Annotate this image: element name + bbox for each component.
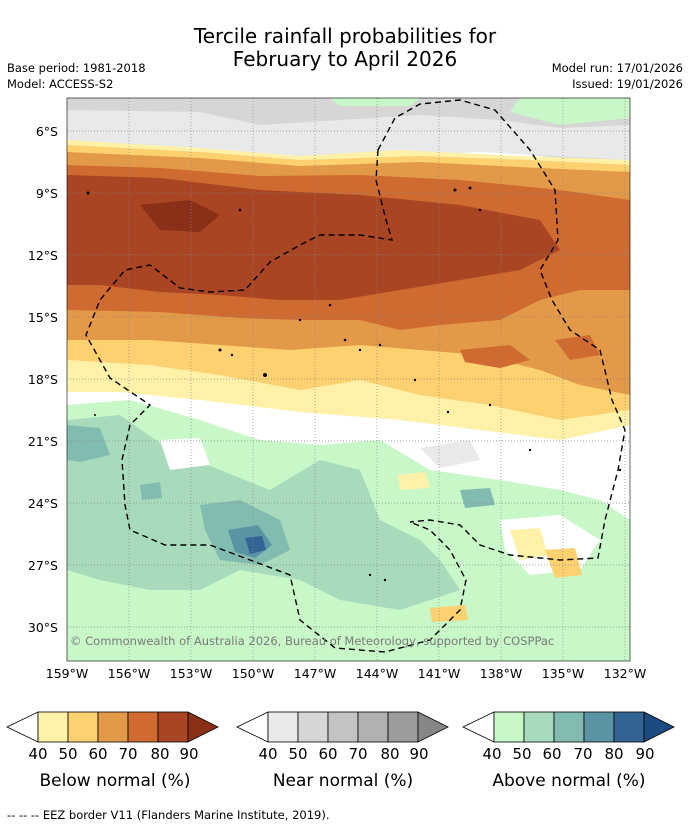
legend-tick: 70 [573, 745, 593, 763]
legend-tick: 70 [118, 745, 138, 763]
legend-above-title: Above normal (%) [492, 771, 646, 791]
near-normal-area [420, 440, 480, 468]
lat-label: 15°S [27, 310, 58, 325]
above-normal-area [510, 98, 630, 125]
colorbar-swatch [327, 711, 359, 743]
eez-border [85, 99, 626, 653]
legend-tick: 80 [150, 745, 170, 763]
legend-tick: 70 [348, 745, 368, 763]
lon-label: 156°W [107, 666, 151, 681]
copyright-notice: © Commonwealth of Australia 2026, Bureau… [70, 634, 555, 648]
above-normal-area [140, 482, 162, 500]
near-normal-area [67, 110, 630, 160]
colorbar-swatch [387, 711, 419, 743]
colorbar-swatch [613, 711, 645, 743]
map-title-line1: Tercile rainfall probabilities for [193, 24, 497, 48]
map-title-line2: February to April 2026 [232, 47, 458, 71]
colorbar-high-arrow [643, 711, 675, 743]
below-normal-area [140, 200, 220, 232]
lat-label: 27°S [27, 558, 58, 573]
legend-near-normal [236, 710, 454, 744]
below-normal-area [430, 605, 468, 622]
colorbar-swatch [157, 711, 189, 743]
issued-date: Issued: 19/01/2026 [572, 77, 683, 91]
map-field [67, 98, 630, 661]
colorbar-swatch [297, 711, 329, 743]
meta-left: Base period: 1981-2018 Model: ACCESS-S2 [7, 60, 146, 92]
legend-tick: 80 [380, 745, 400, 763]
lat-label: 12°S [27, 248, 58, 263]
lon-label: 150°W [231, 666, 275, 681]
lat-label: 6°S [35, 124, 58, 139]
lon-label: 132°W [603, 666, 647, 681]
legend-tick: 40 [28, 745, 48, 763]
legend-above-normal [462, 710, 680, 744]
colorbar-above [462, 711, 675, 743]
colorbar-swatch [357, 711, 389, 743]
model-run: Model run: 17/01/2026 [551, 61, 683, 75]
lon-label: 153°W [169, 666, 213, 681]
graticule [67, 98, 630, 661]
lat-label: 18°S [27, 372, 58, 387]
legend-tick: 60 [318, 745, 338, 763]
map-frame [66, 97, 631, 662]
rainfall-probability-map [66, 97, 631, 662]
lon-label: 138°W [479, 666, 523, 681]
above-normal-area [67, 425, 110, 462]
colorbar-swatch [267, 711, 299, 743]
below-normal-area [460, 345, 530, 368]
lon-label: 135°W [541, 666, 585, 681]
legend-tick: 90 [179, 745, 199, 763]
colorbar-swatch [127, 711, 159, 743]
legend-tick: 90 [635, 745, 655, 763]
colorbar-low-arrow [236, 711, 269, 743]
colorbar-swatch [553, 711, 585, 743]
lon-label: 159°W [45, 666, 89, 681]
lon-label: 144°W [355, 666, 399, 681]
no-dominant-category-area [160, 438, 210, 470]
lat-label: 24°S [27, 496, 58, 511]
above-normal-area [460, 488, 495, 508]
colorbar-low-arrow [462, 711, 495, 743]
colorbar-swatch [583, 711, 615, 743]
below-normal-area [555, 335, 600, 360]
legend-tick: 50 [512, 745, 532, 763]
colorbar-swatch [67, 711, 99, 743]
above-normal-area [330, 98, 420, 106]
colorbar-swatch [97, 711, 129, 743]
colorbar-high-arrow [417, 711, 449, 743]
colorbar-low-arrow [6, 711, 39, 743]
lat-label: 21°S [27, 434, 58, 449]
below-normal-area [545, 548, 582, 578]
legend-tick: 80 [604, 745, 624, 763]
legend-tick: 60 [542, 745, 562, 763]
legend-tick: 50 [288, 745, 308, 763]
colorbar-near [236, 711, 449, 743]
legend-below-title: Below normal (%) [39, 771, 191, 791]
colorbar-high-arrow [187, 711, 219, 743]
legend-near-title: Near normal (%) [272, 771, 414, 791]
colorbar-swatch [37, 711, 69, 743]
legend-tick: 40 [482, 745, 502, 763]
lat-label: 30°S [27, 620, 58, 635]
lat-label: 9°S [35, 186, 58, 201]
meta-right: Model run: 17/01/2026 Issued: 19/01/2026 [552, 60, 683, 92]
colorbar-swatch [523, 711, 555, 743]
colorbar-swatch [493, 711, 525, 743]
legend-tick: 90 [409, 745, 429, 763]
lon-label: 147°W [293, 666, 337, 681]
model-name: Model: ACCESS-S2 [7, 77, 114, 91]
eez-footnote: -- -- -- EEZ border V11 (Flanders Marine… [7, 808, 330, 822]
below-normal-area [510, 528, 548, 560]
lon-label: 141°W [417, 666, 461, 681]
legend-tick: 40 [258, 745, 278, 763]
above-normal-area [245, 536, 266, 554]
legend-below-normal [6, 710, 224, 744]
base-period: Base period: 1981-2018 [7, 61, 146, 75]
islands [86, 186, 622, 582]
below-normal-area [398, 472, 430, 490]
legend-tick: 50 [58, 745, 78, 763]
colorbar-below [6, 711, 219, 743]
legend-tick: 60 [88, 745, 108, 763]
